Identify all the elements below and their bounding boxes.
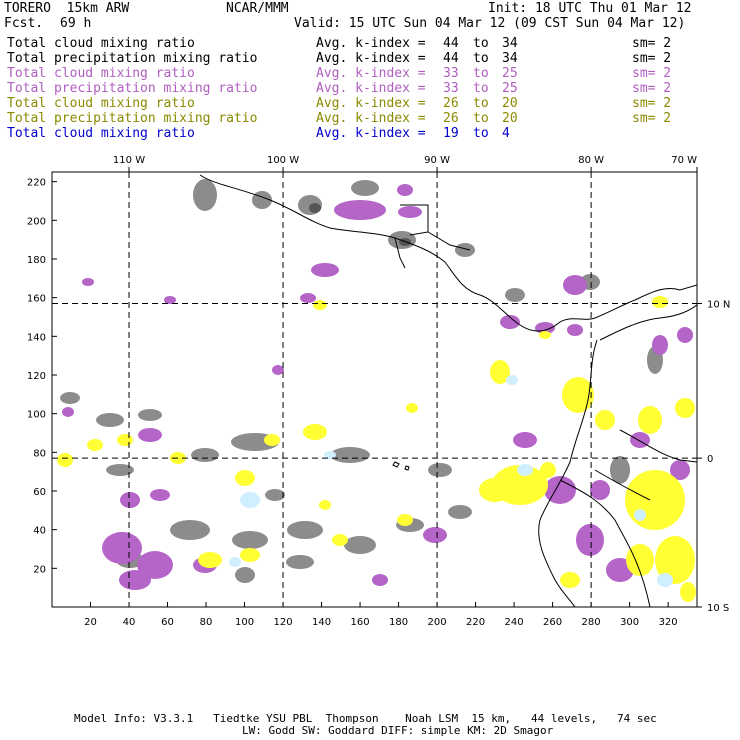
legend-k-to: 20: [502, 111, 518, 126]
longitude-label: 70 W: [671, 155, 697, 166]
legend-smoothing: sm= 2: [632, 81, 672, 96]
forecast-label: Fcst.: [4, 16, 44, 31]
y-tick-label: 80: [33, 448, 46, 459]
x-tick-label: 120: [273, 617, 292, 628]
longitude-label: 90 W: [424, 155, 450, 166]
y-tick-label: 100: [27, 410, 46, 421]
center-name: NCAR/MMM: [226, 1, 289, 16]
legend-to: to: [473, 126, 489, 141]
longitude-label: 100 W: [267, 155, 299, 166]
x-tick-label: 100: [235, 617, 254, 628]
legend-k-to: 25: [502, 81, 518, 96]
legend-to: to: [473, 36, 489, 51]
legend-k-index-label: Avg. k-index =: [316, 66, 426, 81]
gray-cloud-areas: [60, 179, 663, 583]
legend-k-to: 20: [502, 96, 518, 111]
y-tick-label: 120: [27, 371, 46, 382]
map-frame: [51, 171, 698, 608]
latitude-label: 10 N: [707, 299, 730, 310]
x-tick-label: 280: [582, 617, 601, 628]
legend-k-index-label: Avg. k-index =: [316, 36, 426, 51]
legend-smoothing: sm= 2: [632, 51, 672, 66]
field-layer: [57, 174, 697, 607]
x-tick-label: 320: [659, 617, 678, 628]
latitude-labels: 10 N 0 10 S: [697, 299, 730, 614]
x-tick-label: 140: [312, 617, 331, 628]
legend-smoothing: sm= 2: [632, 36, 672, 51]
legend-field-name: Total cloud mixing ratio: [7, 66, 195, 81]
legend-to: to: [473, 66, 489, 81]
legend-field-name: Total precipitation mixing ratio: [7, 51, 258, 66]
y-tick-label: 200: [27, 216, 46, 227]
x-tick-label: 180: [389, 617, 408, 628]
forecast-hour: 69 h: [60, 16, 92, 31]
x-tick-label: 60: [161, 617, 174, 628]
valid-time: Valid: 15 UTC Sun 04 Mar 12 (09 CST Sun …: [294, 16, 686, 31]
y-tick-label: 140: [27, 332, 46, 343]
cyan-cloud-areas: [229, 375, 673, 587]
legend-field-name: Total cloud mixing ratio: [7, 96, 195, 111]
x-tick-label: 260: [543, 617, 562, 628]
x-tick-label: 80: [200, 617, 213, 628]
y-tick-label: 220: [27, 178, 46, 189]
y-tick-label: 40: [33, 526, 46, 537]
x-tick-label: 20: [84, 617, 97, 628]
model-info-line2: LW: Godd SW: Goddard DIFF: simple KM: 2D…: [242, 724, 554, 737]
y-tick-label: 20: [33, 564, 46, 575]
legend-k-to: 25: [502, 66, 518, 81]
legend-k-index-label: Avg. k-index =: [316, 51, 426, 66]
legend-k-from: 44: [443, 51, 459, 66]
longitude-label: 110 W: [113, 155, 145, 166]
legend-k-to: 4: [502, 126, 510, 141]
legend-to: to: [473, 81, 489, 96]
y-tick-label: 180: [27, 255, 46, 266]
legend-smoothing: sm= 2: [632, 96, 672, 111]
legend-k-index-label: Avg. k-index =: [316, 96, 426, 111]
legend-k-from: 26: [443, 111, 459, 126]
latitude-label: 10 S: [707, 603, 729, 614]
legend-field-name: Total cloud mixing ratio: [7, 126, 195, 141]
legend-smoothing: sm= 2: [632, 111, 672, 126]
x-tick-label: 300: [620, 617, 639, 628]
legend-k-from: 33: [443, 81, 459, 96]
legend-to: to: [473, 111, 489, 126]
legend-k-to: 34: [502, 36, 518, 51]
model-info-line1: Model Info: V3.3.1 Tiedtke YSU PBL Thomp…: [74, 712, 657, 725]
longitude-labels: 110 W 100 W 90 W 80 W 70 W: [113, 155, 698, 172]
x-tick-label: 40: [123, 617, 136, 628]
legend-to: to: [473, 96, 489, 111]
legend-k-index-label: Avg. k-index =: [316, 81, 426, 96]
coastlines: [199, 174, 697, 607]
longitude-label: 80 W: [578, 155, 604, 166]
latitude-label: 0: [707, 454, 713, 465]
legend-k-from: 33: [443, 66, 459, 81]
legend-to: to: [473, 51, 489, 66]
x-tick-label: 220: [466, 617, 485, 628]
legend-k-index-label: Avg. k-index =: [316, 126, 426, 141]
legend-k-from: 44: [443, 36, 459, 51]
legend-field-name: Total precipitation mixing ratio: [7, 111, 258, 126]
init-time: Init: 18 UTC Thu 01 Mar 12: [488, 1, 692, 16]
lat-lon-grid: [52, 172, 697, 607]
legend-field-name: Total cloud mixing ratio: [7, 36, 195, 51]
legend-field-name: Total precipitation mixing ratio: [7, 81, 258, 96]
y-tick-label: 60: [33, 487, 46, 498]
y-axis: 20 40 60 80 100 120 140 160 180 200 220: [27, 178, 57, 575]
x-axis: 20 40 60 80 100 120 140 160 180 200 220 240 260 280 30…: [84, 602, 678, 628]
y-tick-label: 160: [27, 294, 46, 305]
legend-k-from: 26: [443, 96, 459, 111]
x-tick-label: 240: [505, 617, 524, 628]
x-tick-label: 200: [428, 617, 447, 628]
model-title: TORERO 15km ARW: [4, 1, 130, 16]
legend-k-from: 19: [443, 126, 459, 141]
legend-k-to: 34: [502, 51, 518, 66]
legend-k-index-label: Avg. k-index =: [316, 111, 426, 126]
legend-smoothing: sm= 2: [632, 66, 672, 81]
x-tick-label: 160: [351, 617, 370, 628]
